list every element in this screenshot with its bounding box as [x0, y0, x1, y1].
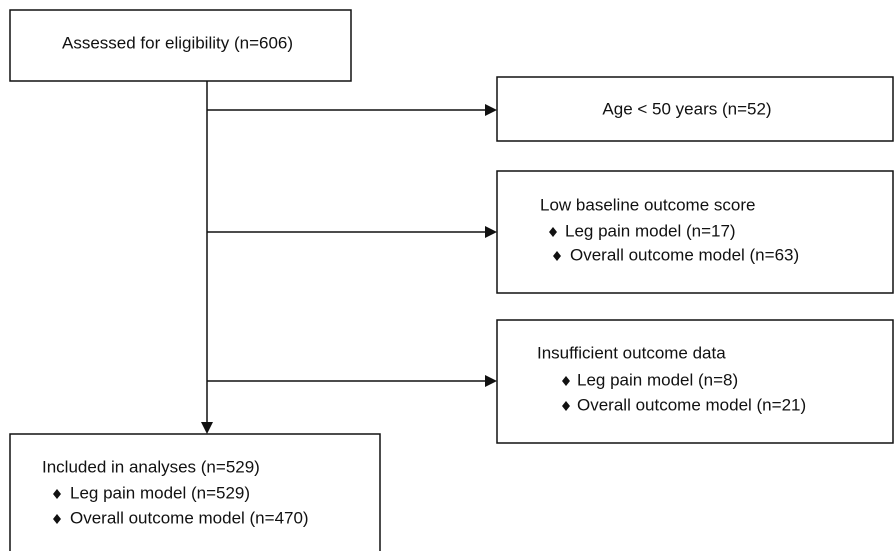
arrow-head — [485, 226, 497, 238]
bullet — [53, 489, 61, 499]
box — [9, 433, 381, 551]
box — [9, 9, 352, 82]
box-label: Included in analyses (n=529) — [42, 457, 260, 476]
box-item: Overall outcome model (n=63) — [570, 245, 799, 264]
arrow-head — [485, 375, 497, 387]
box-item: Overall outcome model (n=21) — [577, 395, 806, 414]
bullet — [562, 401, 570, 411]
box-item: Overall outcome model (n=470) — [70, 508, 309, 527]
bullet — [562, 376, 570, 386]
bullet — [549, 227, 557, 237]
arrow-head — [201, 422, 213, 434]
bullet — [553, 251, 561, 261]
box-item: Leg pain model (n=8) — [577, 370, 738, 389]
box — [496, 76, 894, 142]
box-item: Leg pain model (n=529) — [70, 483, 250, 502]
bullet — [53, 514, 61, 524]
box-item: Leg pain model (n=17) — [565, 221, 736, 240]
arrow-head — [485, 104, 497, 116]
box-label: Insufficient outcome data — [537, 343, 726, 362]
box-label: Age < 50 years (n=52) — [602, 99, 771, 118]
box — [496, 170, 894, 294]
box-label: Low baseline outcome score — [540, 195, 755, 214]
box-label: Assessed for eligibility (n=606) — [62, 33, 293, 52]
